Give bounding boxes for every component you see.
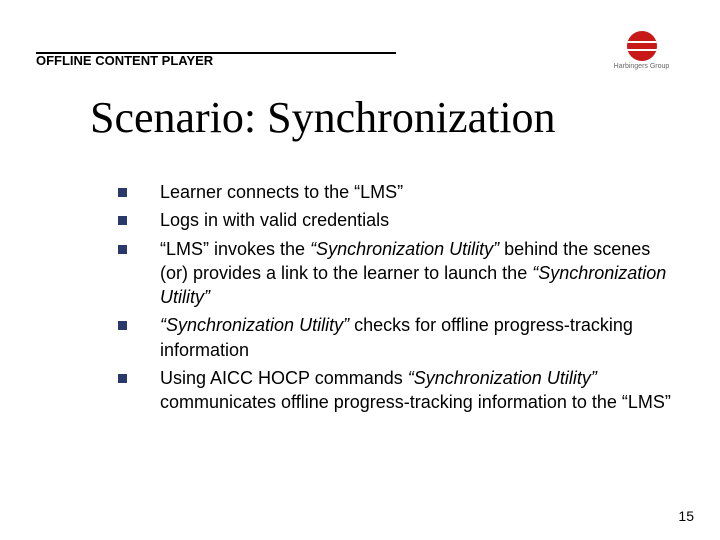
- slide-title: Scenario: Synchronization: [90, 92, 556, 143]
- list-item: Using AICC HOCP commands “Synchronizatio…: [118, 366, 676, 415]
- bullet-text-italic: “Synchronization Utility”: [160, 315, 349, 335]
- page-number: 15: [678, 508, 694, 524]
- bullet-list: Learner connects to the “LMS” Logs in wi…: [118, 180, 676, 419]
- bullet-text-italic: “Synchronization Utility”: [310, 239, 499, 259]
- bullet-text: Learner connects to the “LMS”: [160, 182, 403, 202]
- slide-header: OFFLINE CONTENT PLAYER ~ Harbingers Grou…: [36, 28, 684, 72]
- bullet-text-italic: “Synchronization Utility”: [408, 368, 597, 388]
- list-item: “Synchronization Utility” checks for off…: [118, 313, 676, 362]
- bullet-text: “LMS” invokes the: [160, 239, 310, 259]
- logo: ~ Harbingers Group: [599, 28, 684, 72]
- header-divider: [36, 52, 396, 54]
- logo-circle-icon: ~: [627, 31, 657, 61]
- list-item: Learner connects to the “LMS”: [118, 180, 676, 204]
- bullet-text: Logs in with valid credentials: [160, 210, 389, 230]
- list-item: Logs in with valid credentials: [118, 208, 676, 232]
- bullet-text: Using AICC HOCP commands: [160, 368, 408, 388]
- list-item: “LMS” invokes the “Synchronization Utili…: [118, 237, 676, 310]
- logo-text: Harbingers Group: [614, 63, 670, 70]
- bullet-text: communicates offline progress-tracking i…: [160, 392, 671, 412]
- header-label: OFFLINE CONTENT PLAYER: [36, 53, 213, 72]
